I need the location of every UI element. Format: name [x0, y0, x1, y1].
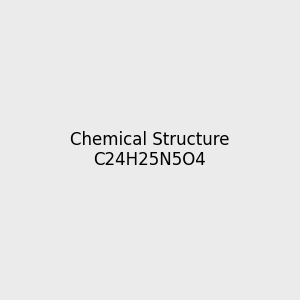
Text: Chemical Structure
C24H25N5O4: Chemical Structure C24H25N5O4: [70, 130, 230, 170]
